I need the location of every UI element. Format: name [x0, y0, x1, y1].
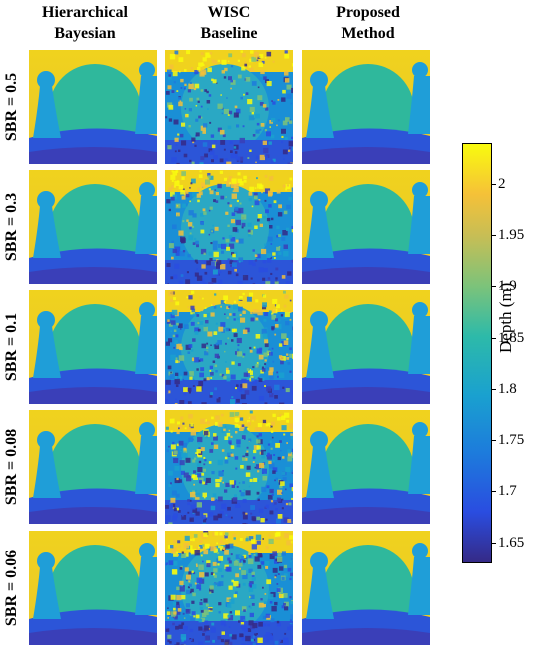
- colorbar-tick-mark: [491, 440, 496, 442]
- colorbar: [462, 143, 492, 563]
- depth-map-panel-r1-c0: [29, 170, 157, 284]
- column-title-proposed-method: Proposed Method: [336, 4, 400, 42]
- depth-map-panel-r0-c0: [29, 50, 157, 164]
- colorbar-tick-mark: [491, 235, 496, 237]
- row-label-1: SBR = 0.3: [0, 170, 24, 284]
- depth-map-panel-r0-c1: [165, 50, 293, 164]
- colorbar-tick-mark: [491, 388, 496, 390]
- row-label-4: SBR = 0.06: [0, 531, 24, 645]
- row-label-0: SBR = 0.5: [0, 50, 24, 164]
- colorbar-tick-mark: [491, 337, 496, 339]
- column-title-wisc-baseline: WISC Baseline: [200, 4, 258, 42]
- depth-map-panel-r3-c0: [29, 410, 157, 524]
- colorbar-tick-label: 1.85: [498, 329, 525, 346]
- colorbar-tick-mark: [491, 184, 496, 185]
- depth-map-panel-r4-c2: [302, 531, 430, 645]
- row-label-text: SBR = 0.5: [3, 72, 20, 142]
- row-label-3: SBR = 0.08: [0, 410, 24, 524]
- colorbar-tick-label: 1.9: [498, 278, 517, 295]
- colorbar-tick-mark: [491, 286, 496, 288]
- colorbar-tick-label: 1.8: [498, 380, 517, 397]
- row-label-2: SBR = 0.1: [0, 290, 24, 404]
- column-title-hierarchical-bayesian: Hierarchical Bayesian: [42, 4, 128, 42]
- depth-map-panel-r4-c1: [165, 531, 293, 645]
- colorbar-tick-mark: [491, 491, 496, 493]
- colorbar-tick-label: 1.75: [498, 432, 525, 449]
- colorbar-tick-label: 1.95: [498, 227, 525, 244]
- depth-map-panel-r2-c1: [165, 290, 293, 404]
- depth-map-panel-r0-c2: [302, 50, 430, 164]
- depth-map-panel-r3-c2: [302, 410, 430, 524]
- colorbar-tick-label: 2: [498, 176, 506, 192]
- depth-map-panel-r1-c2: [302, 170, 430, 284]
- depth-map-panel-r2-c2: [302, 290, 430, 404]
- colorbar-tick-label: 1.7: [498, 483, 517, 500]
- row-label-text: SBR = 0.1: [3, 312, 20, 382]
- row-label-text: SBR = 0.3: [3, 192, 20, 262]
- row-label-text: SBR = 0.06: [3, 549, 20, 627]
- depth-map-panel-r3-c1: [165, 410, 293, 524]
- colorbar-label: Depth (m): [496, 282, 515, 353]
- depth-map-panel-r2-c0: [29, 290, 157, 404]
- depth-map-panel-r1-c1: [165, 170, 293, 284]
- colorbar-tick-label: 1.65: [498, 534, 525, 551]
- depth-map-panel-r4-c0: [29, 531, 157, 645]
- colorbar-tick-mark: [491, 542, 496, 544]
- row-label-text: SBR = 0.08: [3, 428, 20, 506]
